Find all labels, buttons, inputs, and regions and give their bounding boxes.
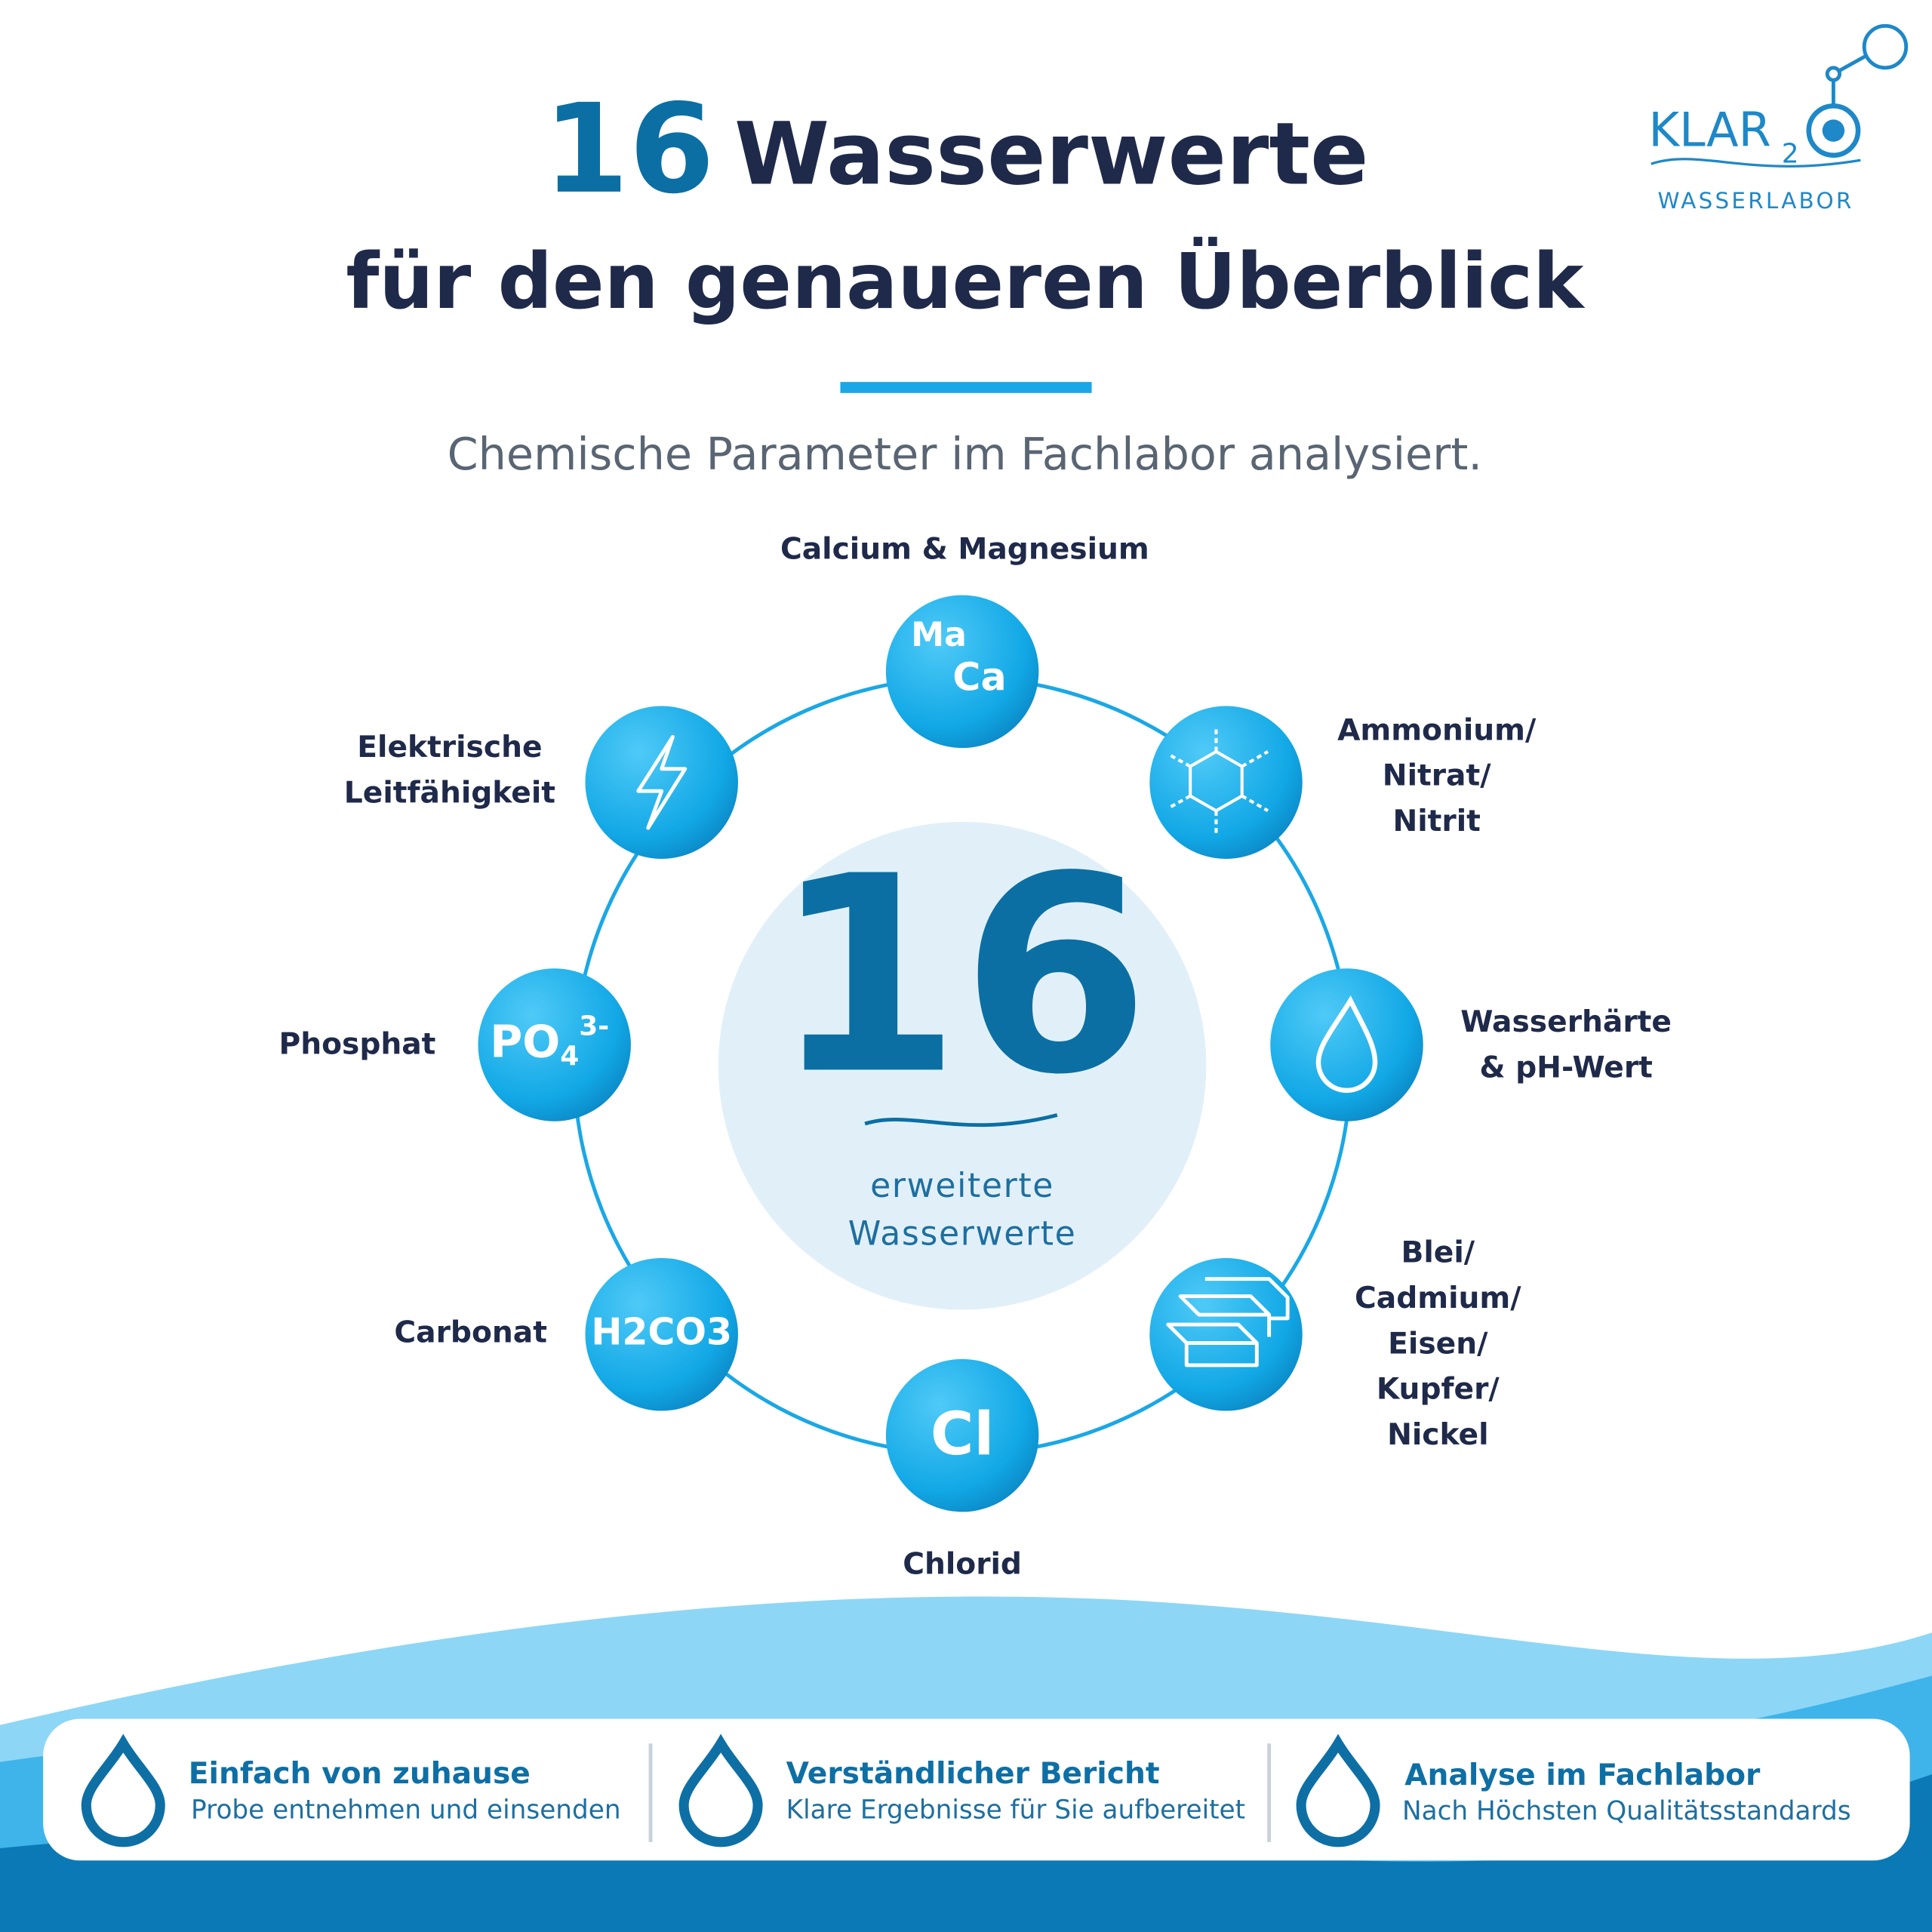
node-ball — [1270, 968, 1423, 1121]
node-ball — [585, 706, 738, 859]
feature-drop — [678, 1734, 763, 1847]
node-icon-text: H2CO3 — [591, 1311, 732, 1354]
node-label: Calcium & Magnesium — [780, 532, 1149, 566]
feature-title: Verständlicher Bericht — [786, 1757, 1160, 1791]
node-ball — [885, 1358, 1039, 1512]
node-label: Kupfer/ — [1377, 1373, 1500, 1407]
node-label: Elektrische — [357, 731, 542, 764]
divider — [840, 382, 1092, 393]
icon-part: PO — [490, 1016, 560, 1068]
node-label: Cadmium/ — [1355, 1281, 1521, 1315]
node-label: Wasserhärte — [1460, 1005, 1672, 1039]
feature-drop — [81, 1734, 165, 1847]
feature-title: Analyse im Fachlabor — [1404, 1758, 1761, 1792]
node-label: Chlorid — [903, 1548, 1022, 1582]
center-wave — [864, 1113, 1058, 1128]
node-label: Eisen/ — [1388, 1327, 1488, 1361]
node-label: Ammonium/ — [1337, 713, 1537, 747]
center-disc — [718, 821, 1207, 1310]
node-label: Nitrit — [1392, 804, 1480, 838]
title: Wasserwerte — [734, 103, 1368, 204]
node-ball — [1149, 706, 1303, 859]
bonds — [1167, 729, 1269, 833]
logo-subscript: 2 — [1782, 139, 1799, 170]
node-label: Leitfähigkeit — [344, 777, 555, 811]
node-label: Carbonat — [394, 1316, 547, 1350]
node-ball — [1149, 1257, 1303, 1411]
feature-text: Klare Ergebnisse für Sie aufbereitet — [786, 1795, 1245, 1826]
subtitle: für den genaueren Überblick — [346, 236, 1586, 326]
molecule-icon — [1167, 729, 1269, 833]
center-caption: erweiterte — [870, 1167, 1054, 1205]
icon-superscript: 3- — [579, 1011, 609, 1042]
feature-text: Probe entnehmen und einsenden — [191, 1795, 620, 1826]
feature-text: Nach Höchsten Qualitätsstandards — [1402, 1796, 1851, 1826]
node-label: Phosphat — [279, 1028, 436, 1062]
bar — [1204, 1277, 1290, 1321]
feature-title: Einfach von zuhause — [189, 1757, 531, 1791]
bars-icon — [1166, 1277, 1290, 1367]
icon-subscript: 4 — [560, 1041, 579, 1072]
tagline: Chemische Parameter im Fachlabor analysi… — [448, 428, 1482, 480]
node-ball — [585, 1257, 738, 1411]
lightning-icon — [636, 734, 688, 830]
node-icon-text: Cl — [931, 1400, 994, 1469]
node-label: Nitrat/ — [1383, 759, 1491, 793]
logo-tagline: WASSERLABOR — [1658, 188, 1854, 214]
title-number: 16 — [543, 77, 715, 221]
node-label: Nickel — [1387, 1418, 1488, 1452]
center-number: 16 — [773, 818, 1150, 1134]
logo-brand: KLAR — [1648, 102, 1770, 157]
node-icon-text: Ma — [911, 616, 967, 654]
feature-drop — [1296, 1734, 1380, 1847]
node-icon-text: Ca — [952, 655, 1006, 700]
logo-wave — [1651, 158, 1861, 168]
logo-dot — [1822, 119, 1845, 142]
node-icon-text: PO43- — [490, 1011, 609, 1072]
drop-icon — [1315, 995, 1378, 1094]
logo-atom — [1862, 23, 1909, 70]
bar — [1166, 1322, 1259, 1367]
center-caption: Wasserwerte — [848, 1215, 1077, 1254]
node-label: Blei/ — [1401, 1236, 1475, 1270]
feature-icons — [81, 1734, 1380, 1847]
node-ball — [478, 968, 631, 1121]
node-ball — [885, 595, 1039, 749]
node-balls — [478, 595, 1423, 1512]
feature-bar — [43, 1718, 1910, 1861]
logo-atom — [1825, 66, 1841, 82]
node-label: & pH-Wert — [1479, 1051, 1653, 1085]
